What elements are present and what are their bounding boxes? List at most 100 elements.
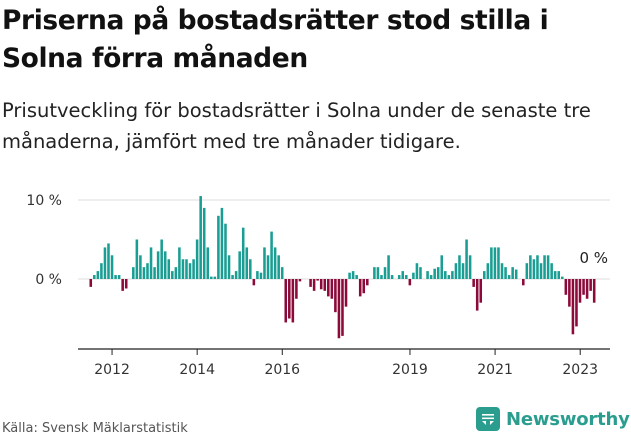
- bar: [273, 247, 277, 279]
- bar: [433, 268, 436, 279]
- bar: [277, 255, 280, 279]
- bar: [351, 271, 355, 279]
- x-tick-label: 2012: [94, 362, 130, 378]
- bar: [490, 247, 493, 279]
- bar: [132, 267, 135, 279]
- bar: [316, 279, 319, 281]
- bar: [553, 271, 557, 279]
- bar: [429, 275, 433, 279]
- bar: [575, 279, 578, 327]
- bar: [103, 247, 107, 279]
- bar: [167, 259, 171, 279]
- bar: [210, 276, 213, 279]
- bar: [507, 275, 511, 279]
- bar: [447, 275, 451, 279]
- bar: [511, 267, 514, 279]
- bar: [582, 279, 585, 295]
- bar: [259, 272, 263, 279]
- axes: [78, 348, 610, 355]
- bar: [405, 275, 408, 279]
- bar: [245, 247, 249, 279]
- bar: [440, 255, 444, 279]
- bar: [344, 279, 348, 307]
- bar: [408, 279, 412, 286]
- bar: [153, 267, 156, 279]
- bar: [479, 279, 483, 303]
- bar: [185, 259, 188, 279]
- source-note: Källa: Svensk Mäklarstatistik: [2, 421, 188, 436]
- bar: [146, 263, 149, 279]
- bar: [539, 263, 543, 279]
- bar: [522, 279, 525, 286]
- bar: [220, 207, 224, 279]
- bar: [376, 267, 380, 279]
- bar: [156, 251, 160, 279]
- bar: [139, 255, 142, 279]
- bar: [93, 275, 96, 279]
- bar: [231, 275, 234, 279]
- bar: [195, 239, 199, 279]
- bar: [589, 279, 592, 291]
- bar: [96, 271, 100, 279]
- bar: [291, 279, 295, 323]
- chart-subtitle: Prisutveckling för bostadsrätter i Solna…: [2, 99, 591, 153]
- bar: [256, 271, 259, 279]
- bar: [451, 271, 454, 279]
- x-tick-label: 2021: [477, 362, 513, 378]
- bar: [529, 255, 532, 279]
- bar: [436, 267, 440, 279]
- bar: [458, 255, 461, 279]
- bar: [241, 227, 245, 279]
- bar: [585, 279, 589, 299]
- bar: [401, 271, 405, 279]
- bar: [266, 255, 270, 279]
- bar: [444, 271, 447, 279]
- newsworthy-logo[interactable]: Newsworthy: [476, 407, 630, 431]
- bar: [117, 275, 121, 279]
- bar: [295, 279, 298, 299]
- bar: [571, 279, 575, 335]
- bar: [217, 215, 220, 279]
- bar: [397, 275, 401, 279]
- bar: [263, 247, 266, 279]
- bar: [568, 279, 571, 307]
- bar: [461, 263, 465, 279]
- bar: [234, 271, 238, 279]
- bar: [380, 275, 383, 279]
- bar: [224, 223, 227, 279]
- bar: [383, 267, 387, 279]
- bar: [454, 263, 458, 279]
- bar: [174, 267, 178, 279]
- bar: [227, 255, 231, 279]
- y-tick-label: 10 %: [26, 193, 62, 209]
- bar: [323, 279, 327, 291]
- bar: [387, 255, 390, 279]
- bar: [543, 255, 546, 279]
- x-tick-label: 2014: [179, 362, 215, 378]
- bar: [284, 279, 288, 323]
- x-tick-label: 2023: [562, 362, 598, 378]
- chart-title: Priserna på bostadsrätter stod stilla i …: [2, 5, 549, 74]
- bar: [390, 275, 394, 279]
- bar: [497, 247, 500, 279]
- bar: [107, 243, 110, 279]
- brand-name: Newsworthy: [506, 408, 630, 430]
- bar: [178, 247, 181, 279]
- bar: [288, 279, 291, 319]
- bar: [337, 279, 341, 339]
- bar: [309, 279, 312, 287]
- bar: [163, 251, 167, 279]
- bar: [171, 271, 174, 279]
- bar: [238, 251, 241, 279]
- bar: [142, 267, 146, 279]
- bar: [525, 263, 529, 279]
- bar: [249, 259, 252, 279]
- last-value-label: 0 %: [579, 249, 608, 267]
- bar: [561, 276, 564, 279]
- bar: [334, 279, 337, 313]
- bar: [135, 239, 139, 279]
- bar: [532, 259, 536, 279]
- bar: [483, 271, 486, 279]
- bar: [181, 259, 185, 279]
- bar: [493, 247, 497, 279]
